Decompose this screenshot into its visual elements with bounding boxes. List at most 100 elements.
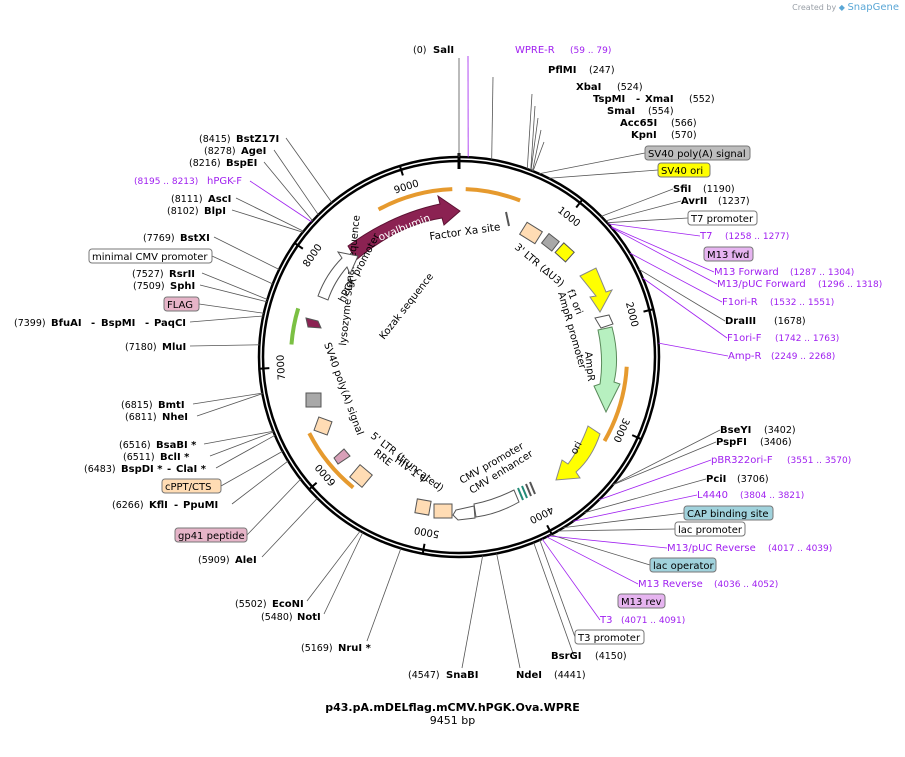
leader-line [610,226,715,273]
tick-label: 8000 [301,242,325,269]
enzyme-bfuai-bspmi-paqci: (7399) BfuAI - BspMI - PaqCI [14,318,186,329]
leader-line [526,93,533,170]
tick-mark [643,308,654,313]
svg-text:SV40 ori: SV40 ori [661,166,703,177]
enzyme-label-layer: (0) SalI PflMI (247) XbaI (524) TspMI - … [14,45,806,681]
svg-text:lac operator: lac operator [653,561,714,572]
svg-text:cPPT/CTS: cPPT/CTS [165,482,211,493]
primer-range: (4017 .. 4039) [768,544,832,554]
enzyme-bseyi: BseYI (3402) [720,425,796,436]
enzyme-name: BspDI * [121,464,163,475]
leader-line [532,129,542,172]
ampr-arrow [593,326,621,414]
leader-line [532,141,545,172]
leader-line [612,441,717,486]
enzyme-name: PciI [706,474,726,485]
ori-label: ori [569,440,585,457]
enzyme-position: (570) [671,130,697,141]
leader-line [285,137,333,203]
svg-text:-: - [636,94,640,105]
enzyme-name: NruI * [338,643,372,654]
enzyme-position: (8278) [204,146,236,157]
primer-label-layer: WPRE-R (59 .. 79) T7 (1258 .. 1277) M13 … [134,45,882,626]
enzyme-position: (8102) [167,206,199,217]
enzyme-position: (3406) [760,437,792,448]
orange-arc-feature [465,187,521,203]
leader-line [601,188,674,217]
enzyme-name: BfuAI [51,318,82,329]
leader-line [189,344,260,347]
enzyme-name: PaqCI [154,318,186,329]
ltr5-arrow [452,505,476,521]
svg-text:M13 fwd: M13 fwd [707,250,749,261]
tick-label: 4000 [528,503,556,525]
leader-line [533,542,575,657]
primer-range: (1296 .. 1318) [818,280,882,290]
primer-m13-puc-forward: M13/pUC Forward (1296 .. 1318) [717,279,882,290]
enzyme-position: (5502) [235,599,267,610]
cppt-box [349,464,373,488]
leader-line [611,227,718,285]
flag-arrow [305,317,322,329]
primer-name: F1ori-F [727,333,762,344]
enzyme-position: (6815) [121,400,153,411]
tick-mark [575,198,584,209]
enzyme-kpni: KpnI (570) [631,130,697,141]
enzyme-pcii: PciI (3706) [706,474,769,485]
enzyme-name: BseYI [720,425,751,436]
sv40-ori-box [554,242,575,263]
enzyme-name: BstZ17I [236,134,279,145]
primer-m13-reverse: M13 Reverse (4036 .. 4052) [638,579,778,590]
svg-text:minimal CMV promoter: minimal CMV promoter [92,252,208,263]
enzyme-name: BsaBI * [156,440,197,451]
enzyme-name: MluI [162,342,186,353]
enzyme-bstz17i: (8415) BstZ17I [199,134,279,145]
primer-range: (8195 .. 8213) [134,177,198,187]
svg-text:T3 promoter: T3 promoter [577,633,641,644]
leader-line [261,497,318,558]
enzyme-position: (247) [589,65,615,76]
plasmid-size: 9451 bp [429,714,476,727]
enzyme-name: AvrII [681,196,707,207]
enzyme-position: (3402) [764,425,796,436]
tick-mark [308,482,318,491]
sv40-polya-box [540,232,560,252]
ori-arrow [555,425,601,481]
enzyme-position: (3706) [737,474,769,485]
enzyme-rsrii: (7527) RsrII [132,269,195,280]
leader-line [213,236,280,270]
leader-line [198,303,264,314]
enzyme-bmti: (6815) BmtI [121,400,185,411]
leader-line [249,180,312,223]
leader-line [557,528,676,532]
primer-name: WPRE-R [515,45,555,56]
primer-name: L4440 [697,490,728,501]
enzyme-xbai: XbaI (524) [576,82,643,93]
tick-label: 5000 [413,524,440,539]
leader-line [563,512,685,529]
orange-arc-feature [307,432,355,490]
enzyme-pspfi: PspFI (3406) [716,437,792,448]
enzyme-position: (4441) [554,670,586,681]
enzyme-position: (5169) [301,643,333,654]
enzyme-name: TspMI [593,94,625,105]
leader-line [211,255,273,285]
rre-box [414,498,432,516]
enzyme-name: EcoNI [272,599,304,610]
enzyme-bsrgi: BsrGI (4150) [551,651,627,662]
enzyme-name: PflMI [548,65,576,76]
factor-xa-label: Factor Xa site [429,221,501,243]
hpgk-promoter-arrow [317,251,359,301]
leader-line [530,105,536,171]
enzyme-asci: (8111) AscI [171,194,231,205]
enzyme-smai: SmaI (554) [607,106,674,117]
primer-m13-forward: M13 Forward (1287 .. 1304) [714,267,854,278]
leader-line [629,252,723,303]
f1-ori-arrow [579,267,614,313]
primer-name: F1ori-R [722,297,758,308]
enzyme-bcli: (6511) BclI * [123,452,190,463]
enzyme-sfii: SfiI (1190) [673,184,735,195]
enzyme-position: (7399) [14,318,46,329]
enzyme-name: BlpI [204,206,226,217]
orange-arc-feature [377,187,453,212]
